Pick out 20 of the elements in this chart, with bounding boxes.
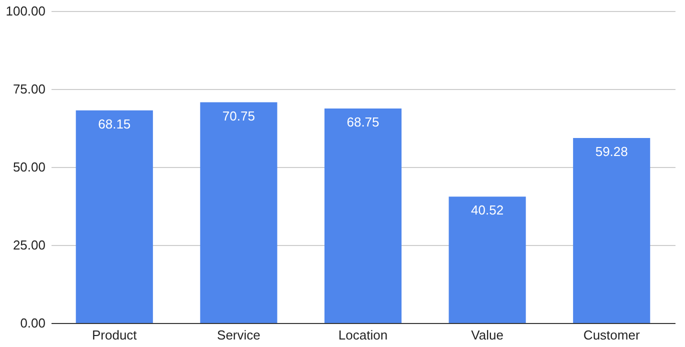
x-tick-label: Product	[92, 328, 138, 342]
data-label: 68.15	[98, 116, 131, 132]
y-tick-label: 75.00	[12, 82, 46, 96]
bar	[200, 102, 278, 323]
y-tick-label: 0.00	[20, 316, 46, 330]
x-tick-label: Location	[338, 328, 388, 342]
bar	[324, 108, 402, 323]
data-label: 70.75	[222, 108, 255, 124]
data-label: 68.75	[346, 114, 380, 130]
y-tick-label: 100.00	[6, 4, 46, 18]
data-label: 40.52	[471, 202, 504, 218]
bar	[573, 138, 650, 323]
y-tick-label: 50.00	[12, 160, 46, 174]
bar	[448, 196, 526, 323]
x-tick-label: Customer	[583, 328, 640, 342]
y-tick-label: 25.00	[12, 238, 46, 252]
data-label: 59.28	[595, 144, 628, 160]
x-tick-label: Service	[217, 328, 260, 342]
x-tick-label: Value	[471, 328, 504, 342]
bar	[76, 110, 153, 323]
